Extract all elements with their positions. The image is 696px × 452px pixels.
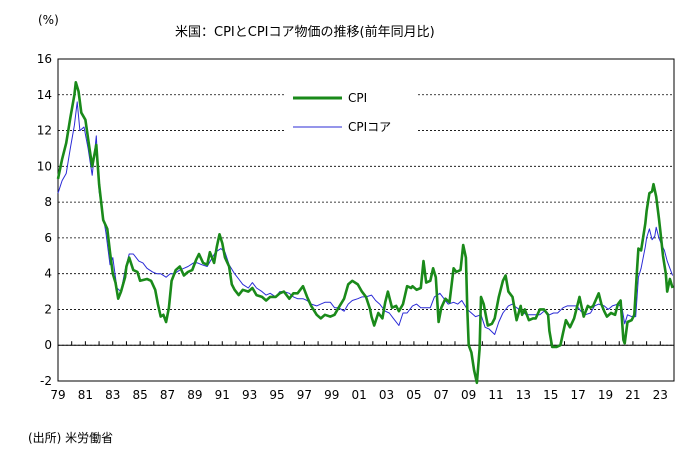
y-unit-label: (%) bbox=[38, 13, 59, 27]
chart-title: 米国：CPIとCPIコア物価の推移(前年同月比) bbox=[175, 24, 435, 40]
y-tick-label: 14 bbox=[37, 88, 52, 102]
y-tick-label: 6 bbox=[44, 231, 52, 245]
y-tick-label: 16 bbox=[37, 52, 52, 66]
x-tick-label: 03 bbox=[379, 388, 394, 402]
series-line-cpi-core bbox=[57, 101, 674, 335]
x-tick-label: 99 bbox=[324, 388, 339, 402]
y-tick-label: 12 bbox=[37, 124, 52, 138]
x-tick-label: 13 bbox=[516, 388, 531, 402]
x-tick-label: 21 bbox=[625, 388, 640, 402]
x-tick-label: 23 bbox=[653, 388, 668, 402]
x-tick-label: 05 bbox=[406, 388, 421, 402]
x-tick-label: 19 bbox=[598, 388, 613, 402]
x-tick-label: 93 bbox=[242, 388, 257, 402]
source-note: (出所) 米労働省 bbox=[28, 431, 113, 445]
legend: CPI CPIコア bbox=[286, 82, 416, 134]
y-tick-label: 8 bbox=[44, 195, 52, 209]
y-tick-label: 4 bbox=[44, 267, 52, 281]
legend-label-cpi: CPI bbox=[348, 91, 367, 105]
x-tick-label: 11 bbox=[488, 388, 503, 402]
legend-background bbox=[286, 82, 416, 134]
y-tick-label: -2 bbox=[40, 374, 52, 388]
series-lines bbox=[56, 81, 674, 385]
x-tick-label: 07 bbox=[434, 388, 449, 402]
plot-area-border bbox=[57, 58, 675, 382]
x-tick-label: 89 bbox=[187, 388, 202, 402]
x-tick-label: 97 bbox=[297, 388, 312, 402]
x-tick-label: 83 bbox=[105, 388, 120, 402]
x-tick-label: 87 bbox=[160, 388, 175, 402]
x-tick-label: 91 bbox=[215, 388, 230, 402]
y-tick-label: 2 bbox=[44, 302, 52, 316]
x-tick-label: 09 bbox=[461, 388, 476, 402]
x-tick-label: 85 bbox=[132, 388, 147, 402]
x-tick-label: 01 bbox=[352, 388, 367, 402]
x-tick-label: 17 bbox=[571, 388, 586, 402]
x-tick-label: 79 bbox=[50, 388, 65, 402]
y-axis-ticks: -2 0 2 4 6 8 10 12 14 16 bbox=[37, 52, 52, 388]
series-line-cpi bbox=[56, 81, 674, 385]
y-tick-label: 0 bbox=[44, 338, 52, 352]
y-tick-label: 10 bbox=[37, 159, 52, 173]
x-tick-label: 95 bbox=[269, 388, 284, 402]
x-tick-label: 15 bbox=[543, 388, 558, 402]
legend-label-cpi-core: CPIコア bbox=[348, 120, 391, 134]
x-tick-label: 81 bbox=[78, 388, 93, 402]
x-axis-ticks: 79 81 83 85 87 89 91 93 95 97 99 01 03 05 07 09 11 13 15 17… bbox=[50, 341, 675, 402]
